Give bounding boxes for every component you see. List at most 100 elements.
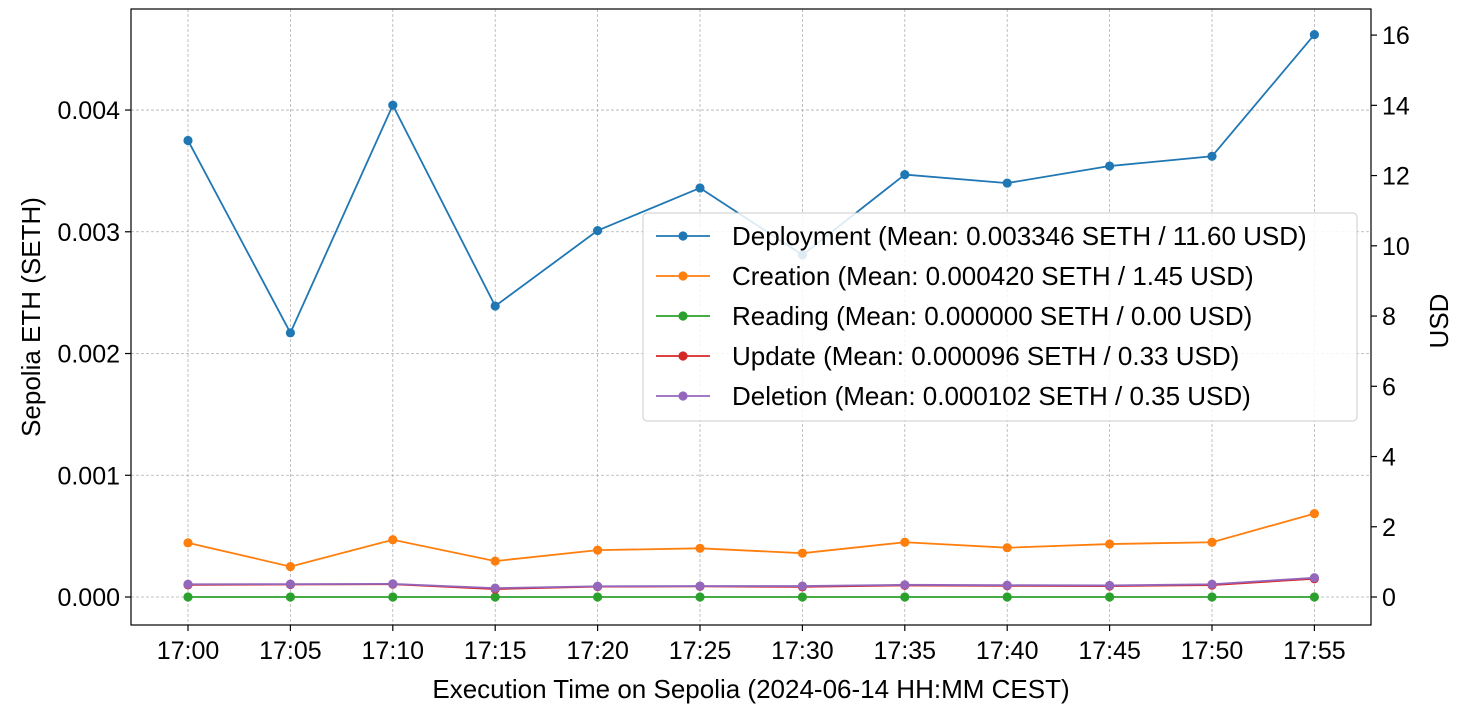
data-point [593,592,603,602]
data-point [695,543,705,553]
y2-tick-label: 12 [1382,163,1410,191]
data-point [593,581,603,591]
data-point [1207,151,1217,161]
data-point [285,579,295,589]
data-point [1105,592,1115,602]
x-tick-label: 17:50 [1181,637,1244,665]
y-tick-label: 0.001 [57,462,120,490]
data-point [797,581,808,591]
legend-label: Update (Mean: 0.000096 SETH / 0.33 USD) [732,341,1239,371]
data-point [183,579,193,589]
data-point [695,592,705,602]
data-point [388,592,398,602]
data-point [1105,161,1115,171]
data-point [1309,573,1319,583]
x-tick-label: 17:45 [1078,637,1141,665]
x-tick-label: 17:10 [362,637,425,665]
data-point [593,225,603,236]
data-point [285,328,295,338]
data-point [388,535,398,545]
data-point [285,561,295,572]
y2-tick-label: 8 [1382,303,1396,331]
legend-marker [678,271,688,281]
legend-label: Reading (Mean: 0.000000 SETH / 0.00 USD) [732,301,1252,331]
data-point [1207,537,1217,547]
y-tick-label: 0.000 [57,584,120,612]
legend-item: Update (Mean: 0.000096 SETH / 0.33 USD) [656,341,1239,371]
legend-box [642,212,1358,422]
y-tick-label: 0.003 [57,219,120,247]
data-point [388,579,398,589]
legend-item: Creation (Mean: 0.000420 SETH / 1.45 USD… [656,261,1254,291]
series-line [187,576,1315,590]
x-tick-label: 17:20 [566,637,629,665]
x-tick-label: 17:15 [464,637,527,665]
data-point [900,592,910,602]
x-tick-label: 17:55 [1283,637,1346,665]
x-tick-label: 17:30 [771,637,834,665]
y2-tick-label: 2 [1382,514,1396,542]
data-point [183,135,193,146]
data-point [1309,509,1319,519]
legend-item: Reading (Mean: 0.000000 SETH / 0.00 USD) [656,301,1252,331]
series-1 [183,509,1319,572]
series-2 [183,592,1319,602]
y2-tick-label: 10 [1382,233,1410,261]
data-point [1002,592,1012,602]
legend-item: Deletion (Mean: 0.000102 SETH / 0.35 USD… [656,381,1251,411]
data-point [388,100,398,110]
y2-tick-label: 0 [1382,584,1396,612]
legend-label: Deletion (Mean: 0.000102 SETH / 0.35 USD… [732,381,1251,411]
data-point [797,548,808,558]
data-point [1002,543,1012,553]
legend: Deployment (Mean: 0.003346 SETH / 11.60 … [642,212,1358,422]
data-point [1105,580,1115,591]
data-point [695,183,705,193]
legend-item: Deployment (Mean: 0.003346 SETH / 11.60 … [656,221,1307,251]
y2-tick-label: 14 [1382,92,1410,120]
data-point [1309,29,1319,40]
data-point [183,538,193,548]
data-point [1309,592,1319,602]
data-point [900,537,910,547]
plot-frame [130,8,1372,626]
data-point [1002,178,1012,188]
series-line [187,512,1315,568]
x-tick-label: 17:25 [669,637,732,665]
data-point [797,592,808,602]
data-point [1207,579,1217,589]
x-axis-label: Execution Time on Sepolia (2024-06-14 HH… [432,674,1069,704]
legend-marker [678,391,688,401]
data-point [1207,592,1217,602]
y2-axis-label: USD [1424,294,1454,349]
data-point [285,592,295,602]
legend-label: Deployment (Mean: 0.003346 SETH / 11.60 … [732,221,1307,251]
data-point [1002,580,1012,590]
data-point [490,301,500,311]
data-point [900,169,910,180]
y2-tick-label: 16 [1382,22,1410,50]
x-tick-label: 17:05 [259,637,322,665]
x-tick-label: 17:40 [976,637,1039,665]
legend-marker [678,311,688,321]
ticks-layer: 17:00 17:05 17:10 17:15 17:20 17:25 17:30 17:35… [57,22,1409,665]
y2-tick-label: 6 [1382,373,1396,401]
data-point [1105,539,1115,549]
data-point [490,556,500,566]
y-axis-label: Sepolia ETH (SETH) [16,197,46,437]
data-point [490,583,500,593]
x-tick-label: 17:35 [874,637,937,665]
x-tick-label: 17:00 [157,637,220,665]
legend-marker [678,231,688,241]
data-point [900,580,910,590]
data-point [490,592,500,602]
data-point [695,581,705,591]
data-point [183,592,193,602]
data-point [593,545,603,555]
y-tick-label: 0.002 [57,341,120,369]
y-tick-label: 0.004 [57,97,120,125]
legend-marker [678,351,688,361]
series-4 [183,573,1319,593]
y2-tick-label: 4 [1382,444,1396,472]
